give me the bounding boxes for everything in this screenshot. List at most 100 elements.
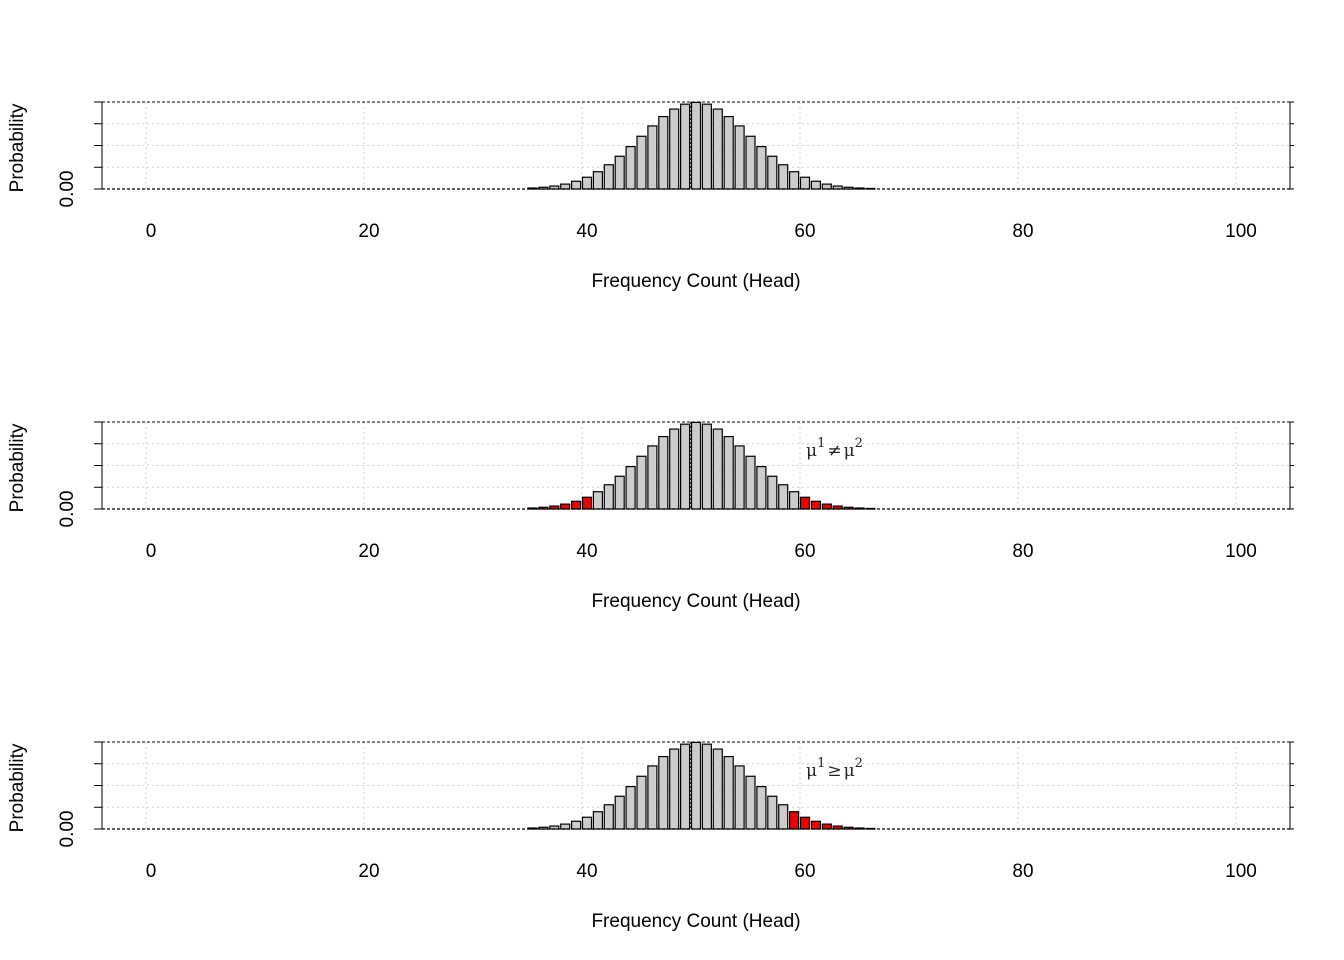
bar <box>734 765 745 830</box>
bar <box>614 155 625 190</box>
hypothesis-annotation: μ1 ≥ μ2 <box>806 756 863 781</box>
bar <box>734 445 745 510</box>
x-tick-label: 100 <box>1225 861 1257 882</box>
x-axis-label: Frequency Count (Head) <box>591 911 800 932</box>
bar <box>669 108 680 190</box>
x-axis-label: Frequency Count (Head) <box>591 591 800 612</box>
bar-highlighted <box>821 823 832 830</box>
x-tick-label: 60 <box>794 221 815 242</box>
x-tick-label: 80 <box>1012 541 1033 562</box>
bar <box>701 423 713 510</box>
bar <box>701 103 713 190</box>
bar <box>658 435 669 510</box>
bar <box>570 820 582 830</box>
y-axis-label: Probability <box>7 743 28 832</box>
bar <box>603 484 614 510</box>
bar <box>560 183 571 190</box>
bar <box>636 455 647 510</box>
x-tick-label: 40 <box>576 861 597 882</box>
bar <box>788 491 800 510</box>
bar-highlighted <box>799 816 811 830</box>
bar <box>625 785 636 830</box>
bar <box>636 135 647 190</box>
chart-panel-1: 0.00 Probability 0 20 40 60 80 100 Frequency Cou… <box>7 101 1294 292</box>
bar <box>625 145 636 190</box>
bar <box>658 755 669 830</box>
bar <box>690 101 702 190</box>
x-tick-label: 80 <box>1012 221 1033 242</box>
bar-highlighted <box>799 496 811 510</box>
bar <box>679 103 691 190</box>
bar <box>592 491 604 510</box>
x-tick-label: 20 <box>358 861 379 882</box>
bar <box>712 428 723 510</box>
bar <box>745 455 756 510</box>
bar <box>625 465 636 510</box>
bar <box>756 145 767 190</box>
bar <box>723 115 734 190</box>
bar <box>603 804 614 830</box>
bar <box>570 180 582 190</box>
bar <box>756 785 767 830</box>
bar <box>767 155 778 190</box>
bar <box>799 176 811 190</box>
bar <box>745 135 756 190</box>
bar <box>821 183 832 190</box>
bar-highlighted <box>570 500 582 510</box>
bar <box>592 811 604 830</box>
y-axis-label: Probability <box>7 423 28 512</box>
y-axis-label: Probability <box>7 103 28 192</box>
bar <box>723 755 734 830</box>
x-tick-label: 0 <box>146 221 157 242</box>
bar <box>690 421 702 510</box>
bar <box>647 445 658 510</box>
x-axis-label: Frequency Count (Head) <box>591 271 800 292</box>
chart-panel-2: 0.00 Probability 0 20 40 60 80 100 Frequency Cou… <box>7 421 1294 612</box>
bar <box>712 108 723 190</box>
y-tick-label: 0.00 <box>57 491 78 528</box>
bar <box>679 423 691 510</box>
x-tick-label: 80 <box>1012 861 1033 882</box>
x-tick-label: 100 <box>1225 221 1257 242</box>
bar <box>636 775 647 830</box>
x-tick-label: 100 <box>1225 541 1257 562</box>
bar-highlighted <box>810 820 822 830</box>
hypothesis-annotation: μ1 ≠ μ2 <box>806 436 863 461</box>
bar <box>614 475 625 510</box>
bar-highlighted <box>821 503 832 510</box>
bar <box>734 125 745 190</box>
bar <box>581 176 593 190</box>
bar <box>778 804 789 830</box>
bar-highlighted <box>581 496 593 510</box>
bar <box>560 823 571 830</box>
bar <box>679 743 691 830</box>
bar <box>712 748 723 830</box>
chart-panel-3: 0.00 Probability 0 20 40 60 80 100 Frequency Cou… <box>7 741 1294 932</box>
y-tick-label: 0.00 <box>57 171 78 208</box>
bar <box>745 775 756 830</box>
bar <box>581 816 593 830</box>
x-tick-label: 0 <box>146 861 157 882</box>
x-tick-label: 40 <box>576 541 597 562</box>
bar <box>778 164 789 190</box>
bar <box>669 428 680 510</box>
x-tick-label: 20 <box>358 221 379 242</box>
x-tick-label: 60 <box>794 541 815 562</box>
x-tick-label: 40 <box>576 221 597 242</box>
bar-highlighted <box>788 811 800 830</box>
bar <box>701 743 713 830</box>
bar <box>614 795 625 830</box>
y-tick-label: 0.00 <box>57 811 78 848</box>
bar <box>647 765 658 830</box>
bar <box>788 171 800 190</box>
bar <box>767 795 778 830</box>
bar <box>690 741 702 830</box>
x-tick-label: 20 <box>358 541 379 562</box>
x-tick-label: 0 <box>146 541 157 562</box>
bar <box>592 171 604 190</box>
x-tick-label: 60 <box>794 861 815 882</box>
bar <box>767 475 778 510</box>
bar-highlighted <box>560 503 571 510</box>
bar <box>723 435 734 510</box>
bar <box>647 125 658 190</box>
